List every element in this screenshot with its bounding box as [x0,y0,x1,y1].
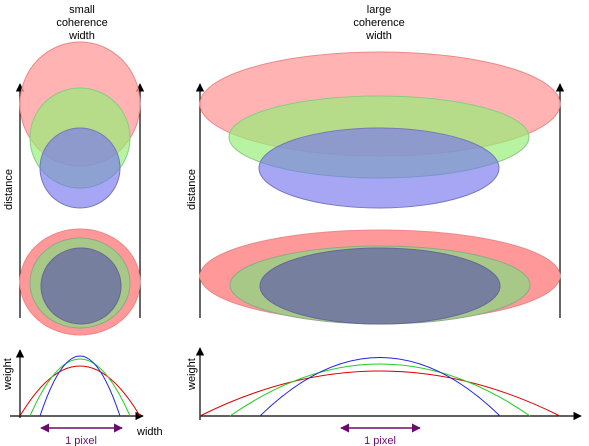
left-distance-label: distance [3,169,15,210]
heading-small-line3: width [68,30,95,42]
right-distance-label: distance [186,169,198,210]
right-weight-blue-curve [259,357,501,417]
left-width-label: width [136,426,163,438]
right-weight-green-curve [229,363,531,417]
left-pixel-label: 1 pixel [65,435,97,446]
left-weight-label: weight [2,358,14,391]
heading-large-line2: coherence [353,17,404,29]
heading-large-line1: large [367,4,391,16]
heading-large-line3: width [365,30,392,42]
left-bottom-blue-ellipse [40,247,122,325]
left-top-blue-ellipse [39,127,121,209]
right-bottom-blue-ellipse [259,247,501,325]
heading-small-line2: coherence [56,17,107,29]
right-top-blue-ellipse [258,127,500,209]
left-weight-green-curve [29,358,131,417]
left-weight-red-curve [19,365,141,417]
left-weight-blue-curve [39,355,121,417]
right-weight-label: weight [186,358,198,391]
right-weight-red-curve [199,370,561,417]
heading-small-line1: small [69,4,95,16]
right-pixel-label: 1 pixel [364,435,396,446]
